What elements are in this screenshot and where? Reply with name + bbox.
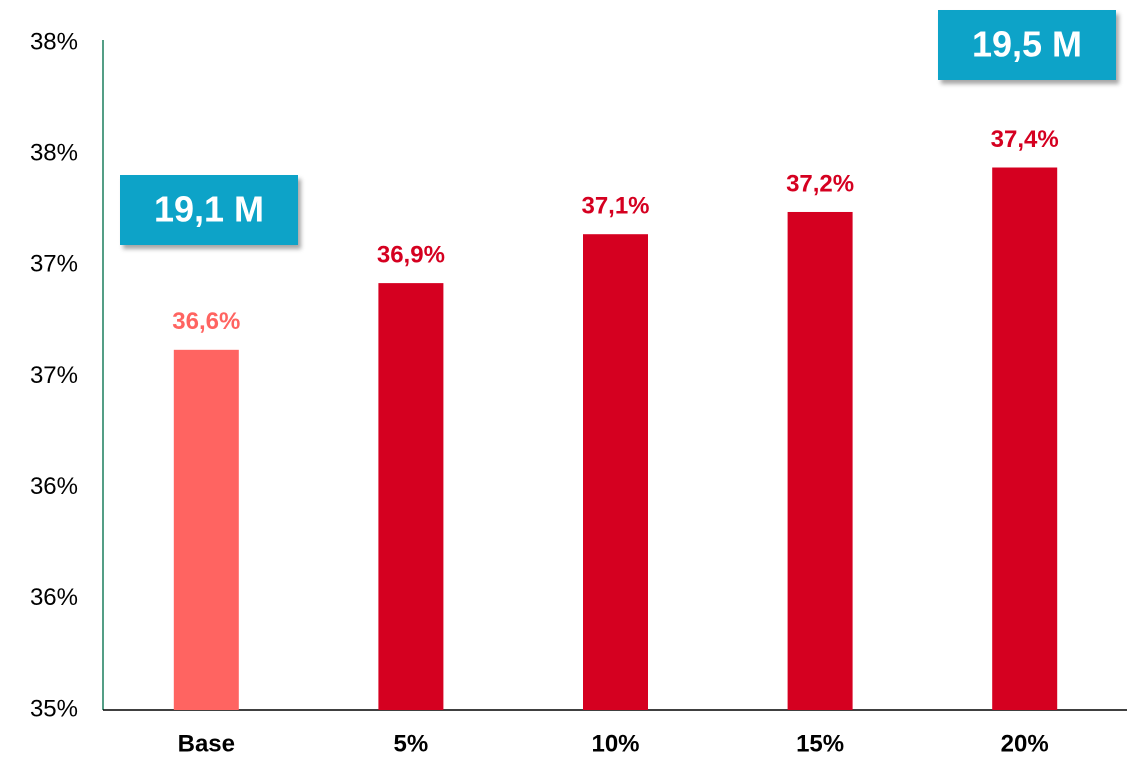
y-tick-label: 38% bbox=[30, 140, 78, 167]
bar bbox=[583, 234, 648, 710]
bar bbox=[173, 349, 239, 710]
y-tick-label: 38% bbox=[30, 28, 78, 55]
value-label: 36,6% bbox=[172, 308, 240, 335]
bar bbox=[992, 167, 1058, 711]
value-label: 37,1% bbox=[581, 193, 649, 220]
bar bbox=[787, 211, 853, 710]
x-tick-label: 5% bbox=[394, 730, 429, 757]
y-tick-label: 36% bbox=[30, 584, 78, 611]
y-tick-label: 37% bbox=[30, 251, 78, 278]
x-tick-label: 10% bbox=[591, 730, 639, 757]
value-label: 37,2% bbox=[786, 170, 854, 197]
annotation: 19,1 M bbox=[154, 189, 264, 230]
annotation-box bbox=[938, 10, 1116, 80]
y-tick-label: 35% bbox=[30, 695, 78, 722]
x-tick-label: Base bbox=[178, 730, 235, 757]
x-tick-label: 15% bbox=[796, 730, 844, 757]
annotation: 19,5 M bbox=[972, 24, 1082, 65]
value-label: 36,9% bbox=[377, 241, 445, 268]
value-label: 37,4% bbox=[991, 126, 1059, 153]
annotation-box bbox=[120, 175, 298, 245]
y-tick-label: 37% bbox=[30, 362, 78, 389]
bar bbox=[378, 283, 444, 710]
y-tick-label: 36% bbox=[30, 473, 78, 500]
x-tick-label: 20% bbox=[1001, 730, 1049, 757]
